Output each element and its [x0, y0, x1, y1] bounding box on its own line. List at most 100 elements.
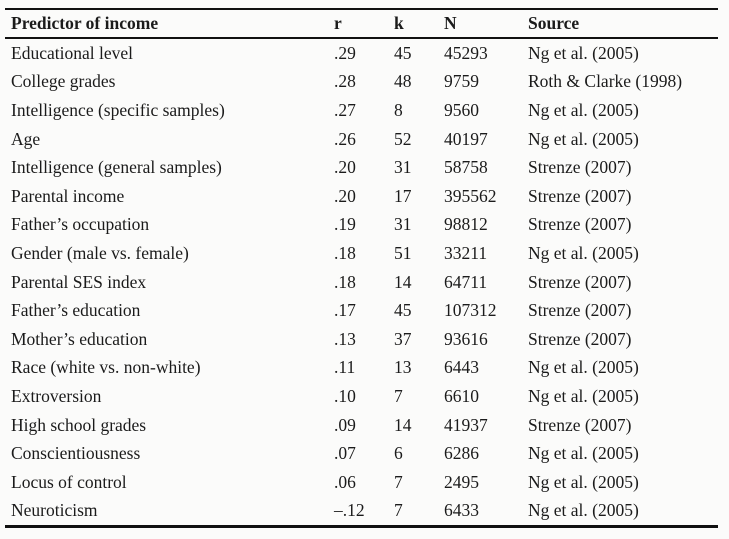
source-cell: Strenze (2007) [528, 300, 632, 321]
predictor-cell: Father’s occupation [11, 214, 150, 235]
table-row: College grades .28 48 9759 Roth & Clarke (19… [5, 68, 718, 97]
predictor-cell: Age [11, 128, 41, 149]
table-body: Educational level .29 45 45293 Ng et al. (20… [5, 38, 718, 527]
k-cell: 14 [394, 271, 412, 292]
table-row: Conscientiousness .07 6 6286 Ng et al. (2005… [5, 439, 718, 468]
r-cell: .20 [334, 185, 356, 206]
source-cell: Strenze (2007) [528, 271, 632, 292]
source-cell: Roth & Clarke (1998) [528, 71, 683, 92]
header-k: k [388, 9, 438, 39]
n-cell: 98812 [444, 214, 488, 235]
predictor-cell: Neuroticism [11, 500, 98, 521]
source-cell: Ng et al. (2005) [528, 42, 639, 63]
predictor-cell: Intelligence (specific samples) [11, 99, 225, 120]
r-cell: .10 [334, 385, 356, 406]
predictor-cell: Conscientiousness [11, 443, 141, 464]
k-cell: 52 [394, 128, 412, 149]
k-cell: 7 [394, 385, 403, 406]
table-row: Intelligence (general samples) .20 31 58758… [5, 153, 718, 182]
n-cell: 41937 [444, 414, 488, 435]
r-cell: .13 [334, 328, 356, 349]
n-cell: 107312 [444, 300, 497, 321]
r-cell: .18 [334, 242, 356, 263]
n-cell: 58758 [444, 157, 488, 178]
r-cell: .28 [334, 71, 356, 92]
source-cell: Strenze (2007) [528, 214, 632, 235]
predictor-cell: Extroversion [11, 385, 102, 406]
table-row: Parental SES index .18 14 64711 Strenze (200… [5, 268, 718, 297]
r-cell: .09 [334, 414, 356, 435]
header-source: Source [522, 9, 718, 39]
n-cell: 6443 [444, 357, 479, 378]
r-cell: .27 [334, 99, 356, 120]
k-cell: 14 [394, 414, 412, 435]
r-cell: .19 [334, 214, 356, 235]
table-header-row: Predictor of income r k N Source [5, 9, 718, 39]
table-row: Gender (male vs. female) .18 51 33211 Ng et … [5, 239, 718, 268]
source-cell: Ng et al. (2005) [528, 99, 639, 120]
table-row: Father’s education .17 45 107312 Strenze (20… [5, 296, 718, 325]
source-cell: Strenze (2007) [528, 157, 632, 178]
n-cell: 33211 [444, 242, 488, 263]
r-cell: .07 [334, 443, 356, 464]
n-cell: 9560 [444, 99, 479, 120]
table-row: Educational level .29 45 45293 Ng et al. (20… [5, 38, 718, 68]
k-cell: 17 [394, 185, 412, 206]
source-cell: Ng et al. (2005) [528, 128, 639, 149]
r-cell: .11 [334, 357, 356, 378]
table-row: Locus of control .06 7 2495 Ng et al. (2005) [5, 468, 718, 497]
k-cell: 51 [394, 242, 412, 263]
predictor-cell: Gender (male vs. female) [11, 242, 189, 263]
k-cell: 8 [394, 99, 403, 120]
predictor-cell: Parental income [11, 185, 125, 206]
k-cell: 48 [394, 71, 412, 92]
k-cell: 6 [394, 443, 403, 464]
n-cell: 64711 [444, 271, 488, 292]
predictor-cell: Mother’s education [11, 328, 148, 349]
table-row: Neuroticism –.12 7 6433 Ng et al. (2005) [5, 497, 718, 527]
k-cell: 7 [394, 500, 403, 521]
k-cell: 45 [394, 42, 412, 63]
table-row: Race (white vs. non-white) .11 13 6443 Ng et… [5, 354, 718, 383]
n-cell: 6610 [444, 385, 479, 406]
r-cell: .26 [334, 128, 356, 149]
k-cell: 37 [394, 328, 412, 349]
table-row: High school grades .09 14 41937 Strenze (200… [5, 411, 718, 440]
source-cell: Strenze (2007) [528, 328, 632, 349]
source-cell: Ng et al. (2005) [528, 443, 639, 464]
r-cell: .17 [334, 300, 356, 321]
n-cell: 40197 [444, 128, 488, 149]
source-cell: Ng et al. (2005) [528, 242, 639, 263]
r-cell: .18 [334, 271, 356, 292]
source-cell: Ng et al. (2005) [528, 500, 639, 521]
r-cell: .06 [334, 471, 356, 492]
table-row: Father’s occupation .19 31 98812 Strenze (20… [5, 211, 718, 240]
source-cell: Ng et al. (2005) [528, 385, 639, 406]
r-cell: .20 [334, 157, 356, 178]
k-cell: 31 [394, 157, 412, 178]
table-row: Age .26 52 40197 Ng et al. (2005) [5, 125, 718, 154]
predictor-cell: Locus of control [11, 471, 127, 492]
k-cell: 13 [394, 357, 412, 378]
predictor-cell: Educational level [11, 42, 133, 63]
table-row: Intelligence (specific samples) .27 8 9560 N… [5, 96, 718, 125]
r-cell: –.12 [334, 500, 365, 521]
n-cell: 93616 [444, 328, 488, 349]
k-cell: 31 [394, 214, 412, 235]
predictor-cell: Parental SES index [11, 271, 147, 292]
income-predictors-table: Predictor of income r k N Source Educati… [5, 8, 718, 529]
source-cell: Ng et al. (2005) [528, 357, 639, 378]
header-r: r [328, 9, 388, 39]
source-cell: Ng et al. (2005) [528, 471, 639, 492]
table-row: Mother’s education .13 37 93616 Strenze (200… [5, 325, 718, 354]
n-cell: 9759 [444, 71, 479, 92]
header-n: N [438, 9, 522, 39]
n-cell: 395562 [444, 185, 497, 206]
source-cell: Strenze (2007) [528, 414, 632, 435]
header-predictor: Predictor of income [5, 9, 328, 39]
predictor-cell: College grades [11, 71, 116, 92]
k-cell: 45 [394, 300, 412, 321]
predictor-cell: Father’s education [11, 300, 141, 321]
r-cell: .29 [334, 42, 356, 63]
